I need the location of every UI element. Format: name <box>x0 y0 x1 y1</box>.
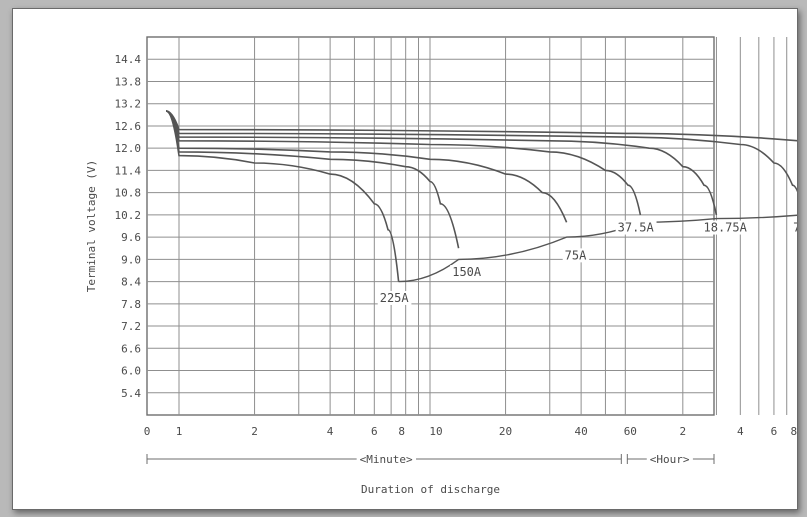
series-label-background <box>701 220 750 235</box>
y-axis-title: Terminal voltage (V) <box>85 160 98 292</box>
series-label-background <box>377 290 412 305</box>
y-tick-label: 12.0 <box>115 142 142 155</box>
y-tick-label: 13.8 <box>115 75 142 88</box>
x-tick-label-hour: 4 <box>737 425 744 438</box>
chart-frame: 14.4 13.8 13.2 12.6 12.0 11.4 10.8 10.2 9.6 9.0 8.… <box>12 8 798 510</box>
x-axis-title: Duration of discharge <box>361 483 500 496</box>
series-label: 150A <box>452 265 482 279</box>
y-tick-label: 14.4 <box>115 53 142 66</box>
x-tick-label-hour: 8 <box>790 425 797 438</box>
y-tick-label: 11.4 <box>115 164 142 177</box>
y-tick-label: 5.4 <box>121 387 141 400</box>
series-label-background <box>450 265 484 280</box>
discharge-curve <box>165 110 642 216</box>
discharge-curve <box>165 110 460 249</box>
series-label: 18.75A <box>704 221 748 235</box>
y-tick-label: 8.4 <box>121 276 141 289</box>
y-tick-label: 10.8 <box>115 187 142 200</box>
series-label-background <box>562 248 590 263</box>
series-label: 75A <box>565 248 587 262</box>
discharge-curve <box>166 110 797 142</box>
discharge-curve <box>165 110 568 223</box>
series-label: 225A <box>380 291 410 305</box>
x-tick-label-minute: 60 <box>624 425 637 438</box>
discharge-chart: 14.4 13.8 13.2 12.6 12.0 11.4 10.8 10.2 9.6 9.0 8.… <box>85 36 797 496</box>
discharge-curve <box>166 110 797 193</box>
x-tick-label-hour: 6 <box>771 425 778 438</box>
unit-label-background <box>646 453 693 466</box>
x-tick-label-minute: 0 <box>144 425 151 438</box>
y-tick-label: 10.2 <box>115 209 142 222</box>
x-tick-label-minute: 6 <box>371 425 378 438</box>
y-tick-label: 13.2 <box>115 98 142 111</box>
y-tick-label: 12.6 <box>115 120 142 133</box>
x-tick-label-hour: 2 <box>680 425 687 438</box>
hour-unit-label: <Hour> <box>650 453 690 466</box>
minute-unit-label: <Minute> <box>360 453 413 466</box>
discharge-curve <box>165 110 400 282</box>
y-tick-label: 6.0 <box>121 365 141 378</box>
y-tick-label: 6.6 <box>121 342 141 355</box>
unit-label-background <box>356 453 417 466</box>
x-tick-label-minute: 2 <box>251 425 258 438</box>
y-tick-label: 7.2 <box>121 320 141 333</box>
end-voltage-line <box>398 214 797 283</box>
x-tick-label-minute: 20 <box>499 425 512 438</box>
x-tick-label-minute: 40 <box>574 425 587 438</box>
x-tick-label-minute: 4 <box>327 425 334 438</box>
y-tick-label: 9.0 <box>121 253 141 266</box>
x-tick-label-minute: 8 <box>398 425 405 438</box>
discharge-curve <box>166 110 718 216</box>
y-tick-label: 7.8 <box>121 298 141 311</box>
x-tick-label-minute: 1 <box>176 425 183 438</box>
series-label: 37.5A <box>618 221 655 235</box>
series-label-background <box>615 220 657 235</box>
y-tick-label: 9.6 <box>121 231 141 244</box>
series-label: 7.5A <box>793 221 797 235</box>
series-label-background <box>791 220 797 235</box>
x-tick-label-minute: 10 <box>429 425 442 438</box>
